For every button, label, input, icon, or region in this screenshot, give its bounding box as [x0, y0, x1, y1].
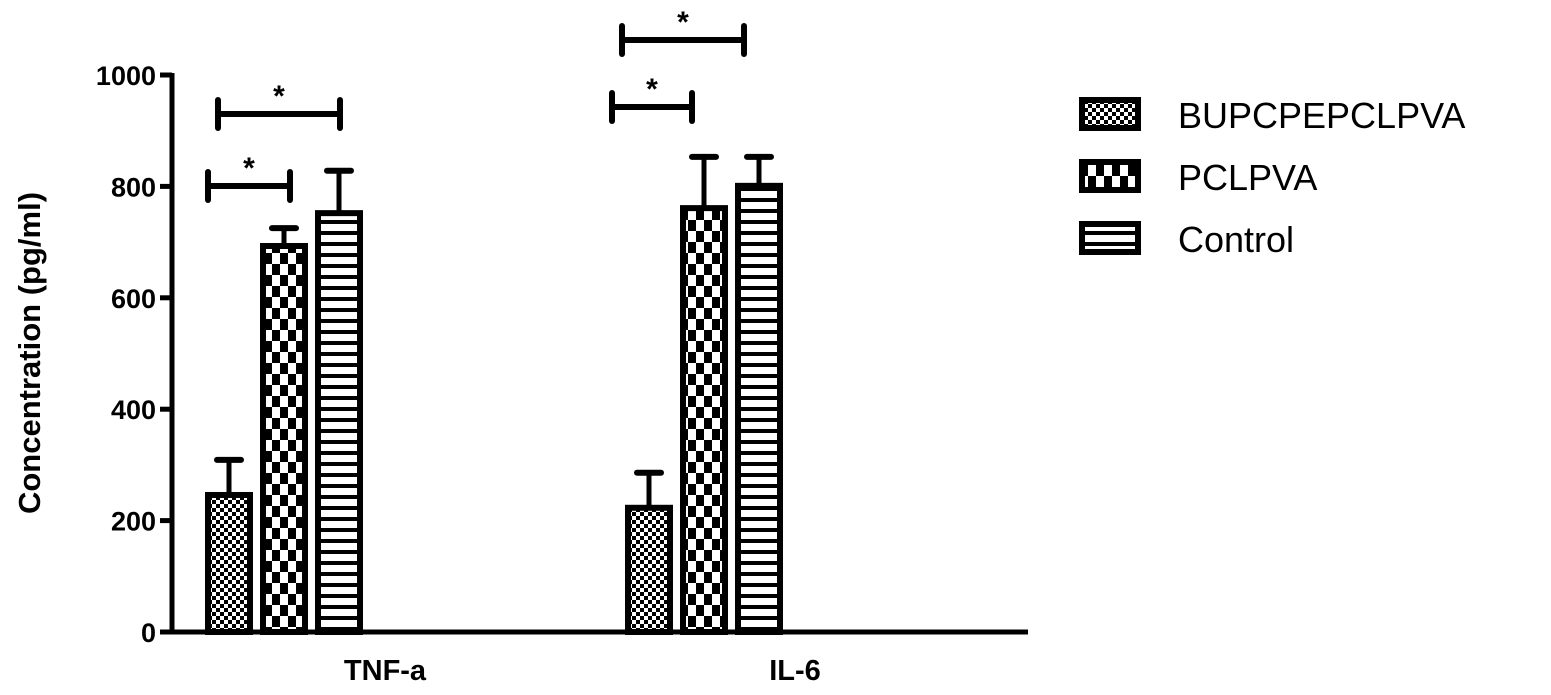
bar-control-il-6	[735, 182, 783, 636]
legend-label: Control	[1178, 219, 1294, 260]
y-tick-label: 800	[111, 172, 156, 202]
legend: BUPCPEPCLPVA PCLPVA Control	[1079, 95, 1465, 260]
significance-star: *	[646, 73, 658, 106]
significance-star: *	[273, 80, 285, 113]
bar-bupcpepclpva-tnf-a	[205, 491, 253, 635]
bars	[205, 153, 783, 636]
legend-label: BUPCPEPCLPVA	[1178, 95, 1465, 136]
legend-swatch	[1079, 97, 1141, 131]
x-tick-label: TNF-a	[344, 655, 427, 687]
axes: 0 200 400 600 800 1000 TNF-a IL-6	[96, 61, 1028, 687]
y-axis-label: Concentration (pg/ml)	[12, 192, 47, 514]
y-tick-label: 200	[111, 507, 156, 537]
y-tick-label: 1000	[96, 61, 156, 91]
significance-star: *	[243, 152, 255, 185]
y-tick-label: 0	[141, 618, 156, 648]
legend-swatch	[1079, 159, 1141, 193]
bar-bupcpepclpva-il-6	[625, 504, 673, 635]
significance-star: *	[677, 6, 689, 39]
legend-label: PCLPVA	[1178, 157, 1317, 198]
bar-control-tnf-a	[315, 210, 363, 636]
legend-swatch	[1079, 221, 1141, 255]
bar-pclpva-tnf-a	[260, 242, 308, 635]
x-tick-label: IL-6	[769, 655, 821, 687]
bar-pclpva-il-6	[680, 205, 728, 636]
significance-annotations: * * * *	[205, 6, 747, 203]
y-tick-label: 600	[111, 284, 156, 314]
y-tick-label: 400	[111, 395, 156, 425]
